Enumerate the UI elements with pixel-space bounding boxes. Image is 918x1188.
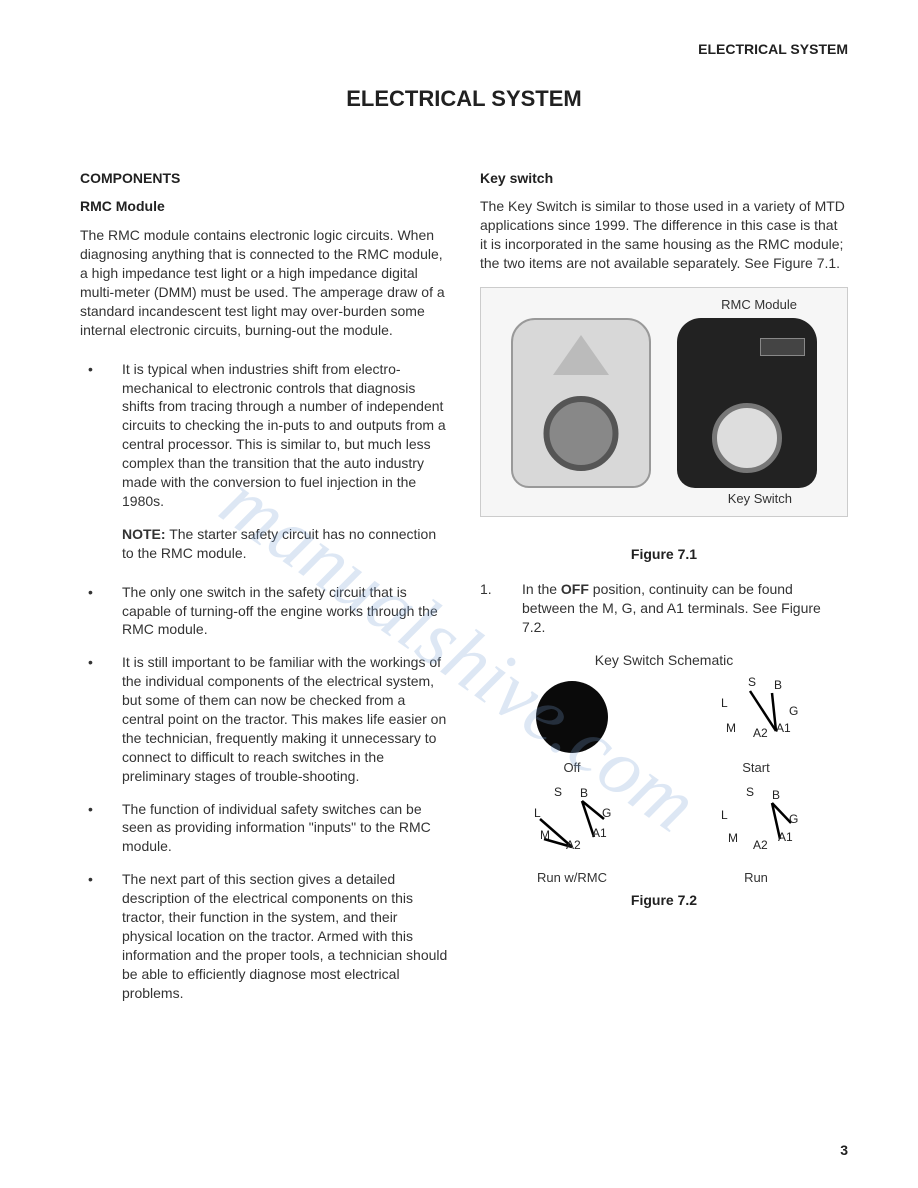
- note-block: NOTE: The starter safety circuit has no …: [80, 525, 448, 563]
- bullet-item: The function of individual safety switch…: [80, 800, 448, 857]
- switch-off: Off: [500, 677, 644, 777]
- svg-text:A2: A2: [753, 838, 768, 852]
- bullet-list-1: It is typical when industries shift from…: [80, 360, 448, 511]
- knob-icon: [544, 396, 619, 471]
- page-number: 3: [840, 1141, 848, 1160]
- svg-text:L: L: [534, 806, 541, 820]
- svg-text:A1: A1: [776, 721, 791, 735]
- switch-run-label: Run: [684, 869, 828, 887]
- svg-text:B: B: [580, 787, 588, 800]
- svg-text:S: S: [748, 677, 756, 689]
- svg-text:S: S: [746, 787, 754, 799]
- svg-text:M: M: [728, 831, 738, 845]
- rmc-paragraph: The RMC module contains electronic logic…: [80, 226, 448, 339]
- switch-runrmc-label: Run w/RMC: [500, 869, 644, 887]
- connector-icon: [760, 338, 805, 356]
- rmc-module-heading: RMC Module: [80, 197, 448, 216]
- bullet-item: The only one switch in the safety circui…: [80, 583, 448, 640]
- switch-off-label: Off: [500, 759, 644, 777]
- switch-run: S B L G M A2 A1 Run: [684, 787, 828, 887]
- step-text-pre: In the: [522, 581, 561, 597]
- svg-text:M: M: [726, 721, 736, 735]
- svg-text:L: L: [721, 808, 728, 822]
- svg-text:L: L: [721, 696, 728, 710]
- key-switch-paragraph: The Key Switch is similar to those used …: [480, 197, 848, 273]
- svg-text:B: B: [774, 678, 782, 692]
- rmc-module-label: RMC Module: [721, 296, 797, 314]
- figure-7-1: RMC Module Key Switch: [480, 287, 848, 517]
- switch-run-diagram: S B L G M A2 A1: [706, 787, 806, 867]
- page-header-right: ELECTRICAL SYSTEM: [80, 40, 848, 59]
- switch-runrmc-diagram: S B L G M A2 A1: [522, 787, 622, 867]
- switch-start-label: Start: [684, 759, 828, 777]
- svg-text:A2: A2: [566, 838, 581, 852]
- schematic-grid: Off SBLGMA2A1 Start SBLGMA2A1 Run w/RMC …: [480, 677, 848, 886]
- note-label: NOTE:: [122, 526, 166, 542]
- list-item: 1. In the OFF position, continuity can b…: [480, 580, 848, 637]
- bullet-list-2: The only one switch in the safety circui…: [80, 583, 448, 1003]
- svg-text:A1: A1: [778, 830, 793, 844]
- key-switch-label: Key Switch: [728, 490, 792, 508]
- note-text: The starter safety circuit has no connec…: [122, 526, 436, 561]
- step-text-bold: OFF: [561, 581, 589, 597]
- svg-text:G: G: [789, 812, 798, 826]
- svg-text:M: M: [540, 828, 550, 842]
- rmc-module-front-icon: [511, 318, 651, 488]
- svg-text:B: B: [772, 788, 780, 802]
- switch-off-diagram: [522, 677, 622, 757]
- left-column: COMPONENTS RMC Module The RMC module con…: [80, 169, 448, 1017]
- figure-7-1-caption: Figure 7.1: [480, 545, 848, 564]
- svg-text:A1: A1: [592, 826, 607, 840]
- numbered-list: 1. In the OFF position, continuity can b…: [480, 580, 848, 637]
- components-heading: COMPONENTS: [80, 169, 448, 188]
- rmc-module-back-icon: [677, 318, 817, 488]
- svg-text:A2: A2: [753, 726, 768, 740]
- figure-7-2-caption: Figure 7.2: [480, 891, 848, 910]
- knob-back-icon: [712, 403, 782, 473]
- triangle-icon: [553, 335, 609, 375]
- bullet-item: It is typical when industries shift from…: [80, 360, 448, 511]
- svg-text:G: G: [789, 704, 798, 718]
- item-number: 1.: [480, 580, 492, 599]
- key-switch-heading: Key switch: [480, 169, 848, 188]
- right-column: Key switch The Key Switch is similar to …: [480, 169, 848, 1017]
- two-column-layout: COMPONENTS RMC Module The RMC module con…: [80, 169, 848, 1017]
- svg-text:S: S: [554, 787, 562, 799]
- switch-start: S B L G M A2 A1 Start: [684, 677, 828, 777]
- switch-start-diagram: S B L G M A2 A1: [706, 677, 806, 757]
- svg-text:G: G: [602, 806, 611, 820]
- page-title: ELECTRICAL SYSTEM: [80, 84, 848, 114]
- switch-run-rmc: S B L G M A2 A1 Run w/RMC: [500, 787, 644, 887]
- bullet-item: It is still important to be familiar wit…: [80, 653, 448, 785]
- schematic-title: Key Switch Schematic: [480, 651, 848, 670]
- bullet-item: The next part of this section gives a de…: [80, 870, 448, 1002]
